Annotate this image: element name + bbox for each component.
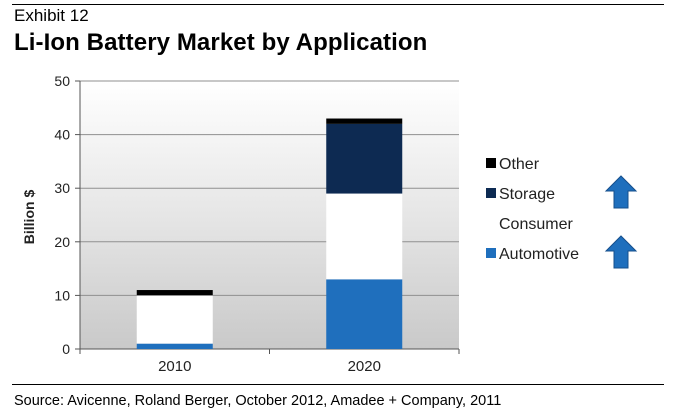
chart: 0 10 20 30 40 50 Billion $ 2010 2020 Other Storag… [21, 73, 638, 375]
up-arrow-icon [604, 175, 638, 209]
bar-segment-storage [326, 123, 403, 194]
chart-title: Li-Ion Battery Market by Application [14, 29, 428, 56]
legend-swatch-storage [486, 188, 496, 198]
legend-label-automotive: Automotive [499, 246, 579, 263]
legend-label-consumer: Consumer [499, 216, 573, 233]
y-tick-label: 50 [54, 73, 70, 89]
y-tick-label: 20 [54, 234, 70, 250]
bar-segment-automotive [136, 343, 213, 349]
up-arrow-icon [604, 235, 638, 269]
y-tick-label: 0 [62, 341, 70, 357]
source-note: Source: Avicenne, Roland Berger, October… [14, 393, 502, 409]
top-rule [12, 4, 664, 5]
y-tick-label: 10 [54, 287, 70, 303]
bar-segment-other [326, 118, 403, 124]
x-tick-label: 2020 [348, 358, 381, 375]
bar-segment-other [136, 290, 213, 296]
bottom-rule [12, 384, 664, 385]
bar-segment-consumer [326, 193, 403, 280]
bar-segment-consumer [136, 295, 213, 344]
legend-swatch-consumer [486, 218, 496, 228]
y-axis-title: Billion $ [21, 190, 37, 245]
y-tick-label: 30 [54, 180, 70, 196]
bar-segment-automotive [326, 279, 403, 349]
exhibit-label: Exhibit 12 [14, 6, 89, 25]
legend-label-other: Other [499, 156, 540, 173]
legend-swatch-automotive [486, 248, 496, 258]
legend-label-storage: Storage [499, 186, 555, 203]
y-tick-label: 40 [54, 127, 70, 143]
x-tick-label: 2010 [158, 358, 191, 375]
legend-swatch-other [486, 158, 496, 168]
